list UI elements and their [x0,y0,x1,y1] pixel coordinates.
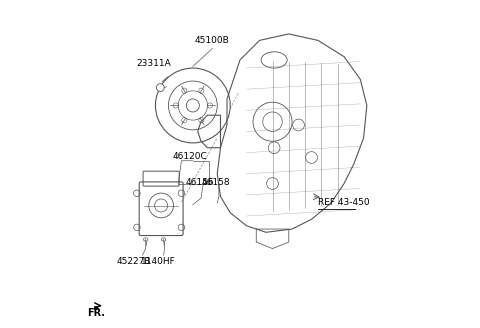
FancyBboxPatch shape [94,306,97,309]
Text: 46156: 46156 [186,178,215,187]
Text: FR.: FR. [87,308,105,318]
Circle shape [156,84,164,92]
Text: 45227B: 45227B [117,257,152,266]
Text: 45100B: 45100B [195,36,230,45]
Text: REF 43-450: REF 43-450 [318,198,370,207]
Text: 46158: 46158 [201,178,230,187]
Text: 1140HF: 1140HF [141,257,175,266]
Text: 46120C: 46120C [172,152,207,161]
Text: 23311A: 23311A [136,59,171,68]
